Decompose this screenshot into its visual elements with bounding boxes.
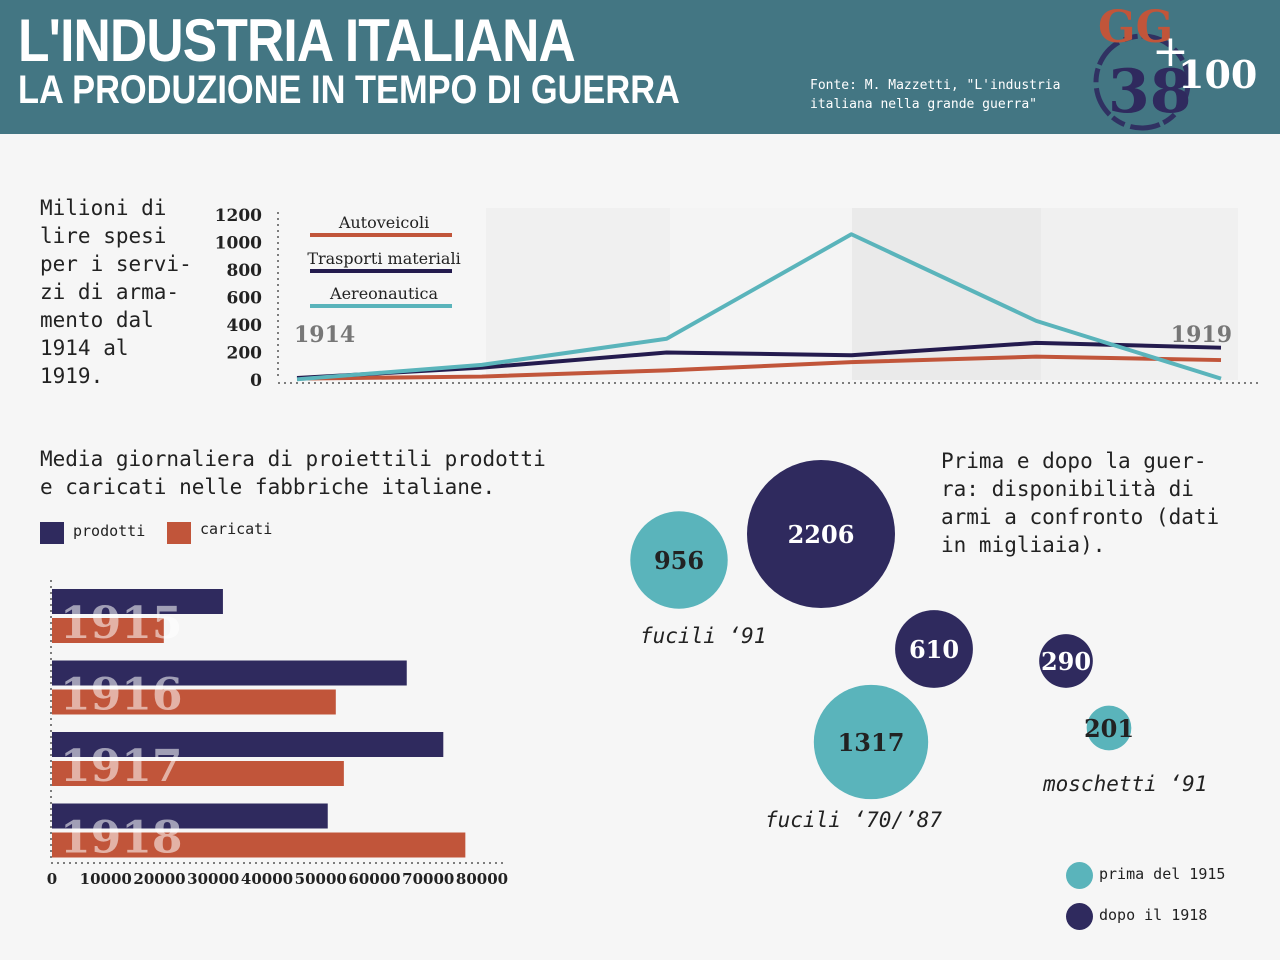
bubble-dopo-fucili-91: [747, 460, 895, 608]
bar-x-tick-label: 20000: [133, 870, 185, 888]
bar-prodotti-1915: [52, 589, 223, 614]
bar-chart-description: Media giornaliera di proiettili prodotti…: [40, 447, 546, 499]
bar-category-label: 1916: [60, 670, 182, 721]
bar-x-tick-label: 30000: [187, 870, 239, 888]
line-x-tick-label: 1914: [294, 322, 355, 348]
bar-prodotti-1917: [52, 732, 444, 757]
bar-x-tick-label: 40000: [241, 870, 293, 888]
bubble-dopo-value: 2206: [788, 520, 855, 549]
bar-caricati-1915: [52, 618, 164, 643]
line-y-tick-label: 400: [227, 316, 263, 336]
header-banner: L'INDUSTRIA ITALIANA LA PRODUZIONE IN TE…: [0, 0, 1280, 134]
legend-dopo-label: dopo il 1918: [1099, 906, 1208, 924]
bubble-dopo-value: 610: [909, 635, 959, 664]
bubble-prima-value: 1317: [838, 728, 905, 757]
series-aereonautica-line: [296, 232, 1222, 382]
line-y-tick-label: 200: [227, 344, 263, 364]
legend-caricati-swatch: [167, 522, 191, 544]
line-chart-description: Milioni di lire spesi per i servi- zi di…: [40, 196, 192, 388]
series-aereonautica-legend-label: Aereonautica: [329, 284, 438, 303]
line-x-tick-label: 1919: [1171, 322, 1232, 348]
series-autoveicoli-line: [296, 354, 1222, 381]
bubble-prima-moschetti-91: [1086, 705, 1132, 751]
series-autoveicoli-legend-label: Autoveicoli: [338, 213, 429, 232]
logo-gg: GG: [1098, 2, 1173, 53]
legend-prodotti-swatch: [40, 522, 64, 544]
bar-caricati-1916: [52, 689, 336, 715]
bubble-prima-fucili-70-87: [813, 684, 929, 800]
bubble-prima-value: 956: [654, 546, 704, 575]
bubble-label-moschetti-91: moschetti ‘91: [1043, 772, 1208, 796]
bar-x-tick-label: 50000: [295, 870, 347, 888]
bar-category-label: 1918: [60, 813, 182, 864]
bar-x-tick-label: 70000: [402, 870, 454, 888]
bar-caricati-1918: [52, 832, 466, 858]
bar-x-tick-label: 60000: [348, 870, 400, 888]
line-y-tick-label: 1200: [215, 206, 262, 226]
line-y-tick-label: 800: [227, 261, 263, 281]
bubble-label-fucili-91: fucili ‘91: [640, 624, 767, 648]
page-subtitle: LA PRODUZIONE IN TEMPO DI GUERRA: [18, 68, 680, 112]
source-note: Fonte: M. Mazzetti, "L'industria italian…: [810, 78, 1061, 112]
bar-x-tick-label: 10000: [80, 870, 132, 888]
legend-prima-swatch: [1066, 862, 1093, 889]
series-trasporti-materiali-legend-label: Trasporti materiali: [307, 249, 460, 268]
line-y-tick-label: 600: [227, 289, 263, 309]
bar-caricati-1917: [52, 761, 344, 786]
bar-prodotti-1918: [52, 803, 328, 829]
line-chart: 0 200 400 600 800 1000 1200 1914 1919 Autoveicoli…: [215, 206, 1258, 391]
series-trasporti-materiali-line: [296, 340, 1222, 380]
bar-x-tick-label: 0: [47, 870, 57, 888]
page-title: L'INDUSTRIA ITALIANA: [18, 7, 576, 74]
bar-category-label: 1915: [60, 598, 182, 649]
logo-100: 100: [1178, 52, 1257, 97]
legend-prima-label: prima del 1915: [1099, 865, 1226, 883]
legend-prodotti-label: prodotti: [73, 522, 146, 540]
legend-caricati-label: caricati: [200, 520, 273, 538]
bubble-dopo-value: 290: [1041, 647, 1091, 676]
logo-38: 38: [1108, 57, 1192, 127]
bubble-prima-fucili-91: [630, 511, 728, 609]
bubble-dopo-moschetti-91: [1039, 634, 1093, 688]
bar-x-tick-label: 80000: [456, 870, 508, 888]
line-y-tick-label: 1000: [215, 234, 262, 254]
legend-dopo-swatch: [1066, 903, 1093, 930]
gg38-100-logo: GG + 38 100: [1093, 2, 1257, 131]
bar-category-label: 1917: [60, 741, 182, 792]
bubble-dopo-fucili-70-87: [895, 610, 973, 688]
bar-prodotti-1916: [52, 660, 407, 686]
bubble-label-fucili-70-87: fucili ‘70/’87: [765, 808, 943, 832]
line-y-tick-label: 0: [250, 371, 262, 391]
bubble-chart-description: Prima e dopo la guer- ra: disponibilità …: [941, 449, 1220, 557]
logo-plus: +: [1152, 26, 1189, 77]
bubble-prima-value: 201: [1084, 714, 1134, 743]
